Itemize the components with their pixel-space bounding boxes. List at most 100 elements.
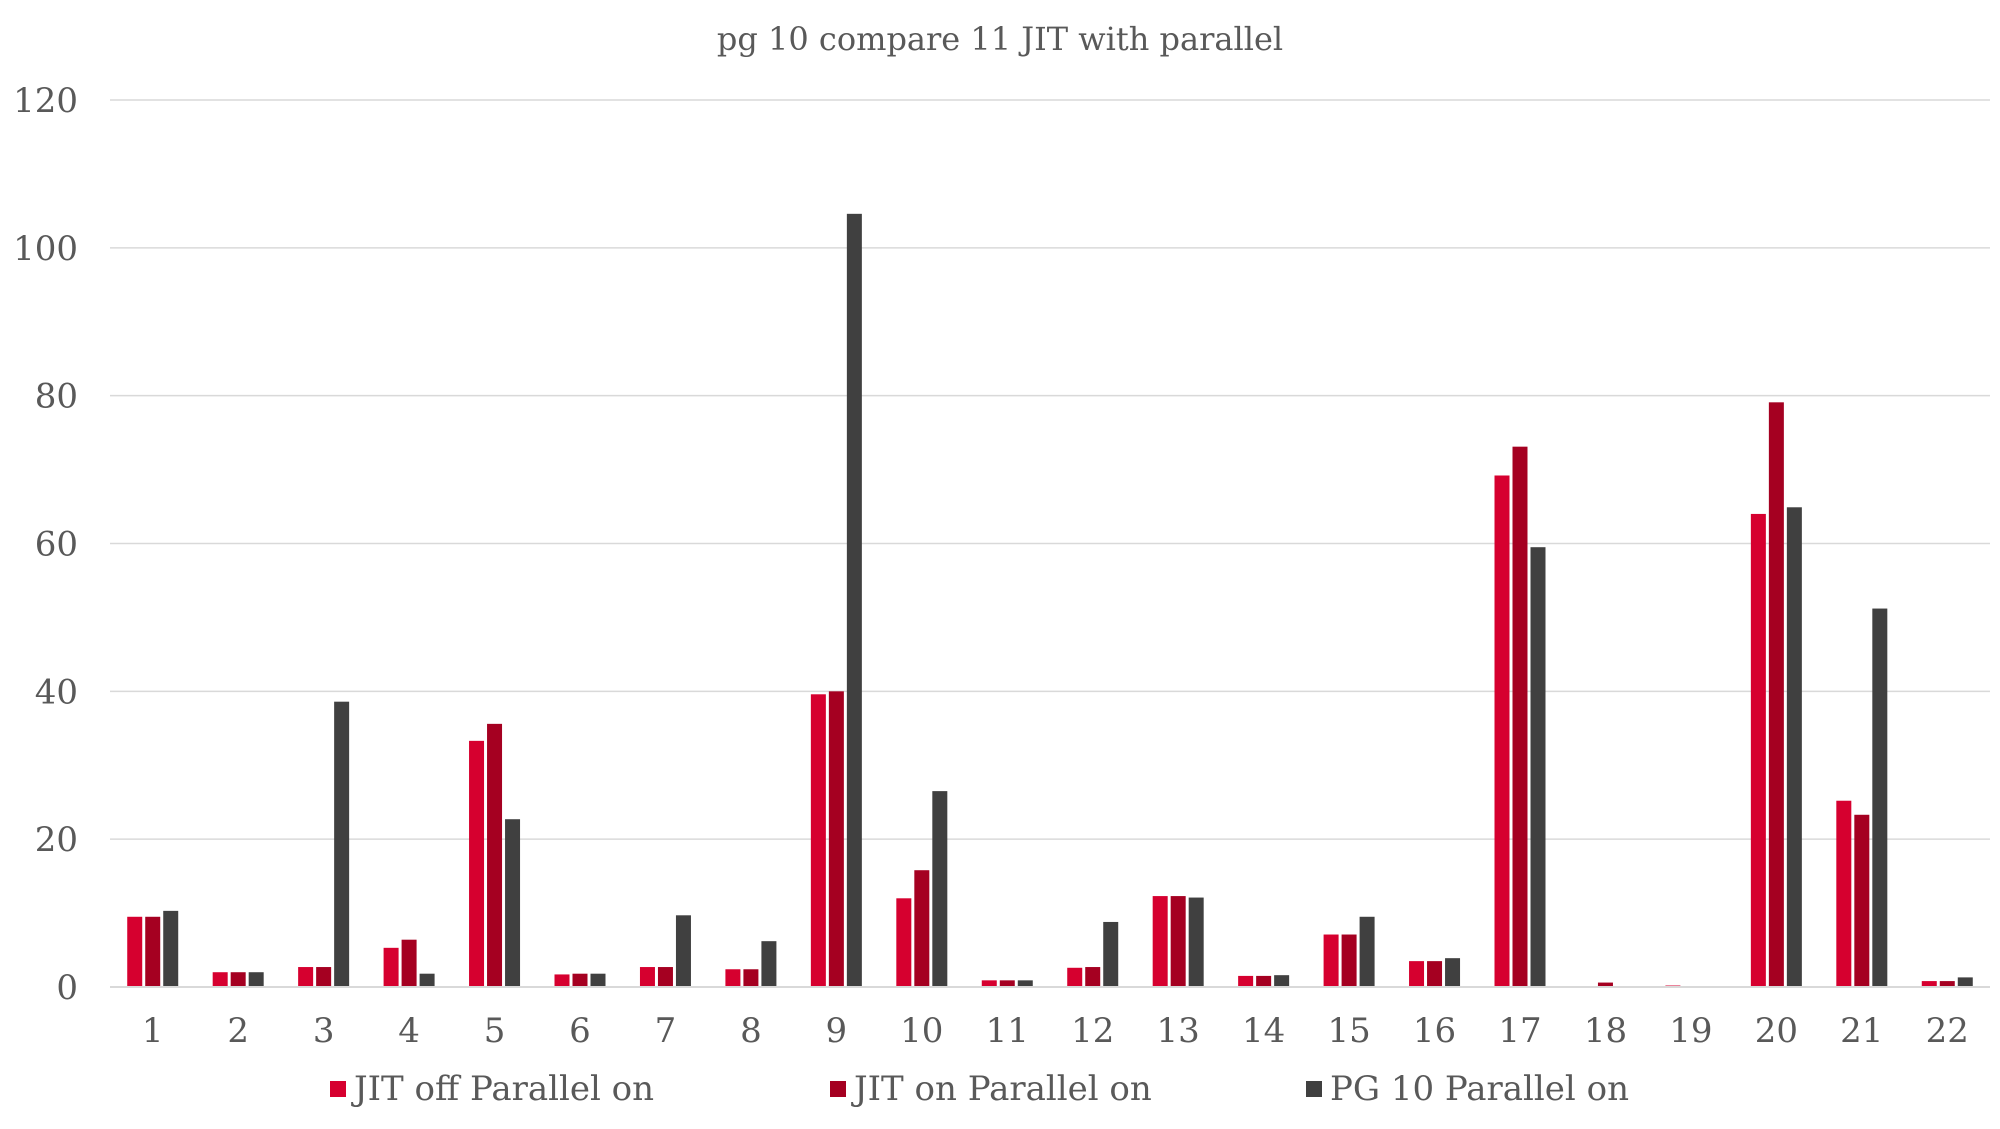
x-tick-label: 1: [142, 1011, 164, 1051]
x-tick-label: 3: [313, 1011, 335, 1051]
bar-pg-10-parallel-on-cat-20: [1786, 507, 1802, 987]
bar-jit-on-parallel-on-cat-12: [1085, 967, 1101, 987]
bar-jit-on-parallel-on-cat-13: [1170, 896, 1186, 987]
bar-jit-off-parallel-on-cat-16: [1409, 961, 1425, 987]
x-tick-label: 14: [1242, 1011, 1285, 1051]
bar-pg-10-parallel-on-cat-3: [334, 701, 350, 987]
x-tick-label: 20: [1755, 1011, 1798, 1051]
x-tick-label: 17: [1498, 1011, 1541, 1051]
bar-jit-on-parallel-on-cat-22: [1939, 981, 1955, 987]
bar-pg-10-parallel-on-cat-10: [932, 791, 948, 987]
bar-pg-10-parallel-on-cat-9: [846, 213, 862, 987]
bar-jit-on-parallel-on-cat-10: [914, 870, 930, 987]
bar-pg-10-parallel-on-cat-4: [419, 973, 435, 987]
x-axis-tick-labels: 1 2 3 4 5 6 7 8 9 10 11 12 13 14 15 16 17 18 19 20 21 22: [142, 1011, 1969, 1051]
y-tick-label: 60: [35, 525, 78, 565]
bar-jit-on-parallel-on-cat-15: [1341, 934, 1357, 987]
bar-jit-on-parallel-on-cat-8: [743, 969, 759, 987]
bar-jit-off-parallel-on-cat-10: [896, 898, 912, 987]
bar-pg-10-parallel-on-cat-21: [1872, 608, 1888, 987]
bar-jit-off-parallel-on-cat-9: [810, 694, 826, 987]
x-tick-label: 7: [655, 1011, 677, 1051]
bar-jit-off-parallel-on-cat-11: [981, 980, 997, 987]
y-tick-label: 0: [56, 968, 78, 1008]
bar-jit-off-parallel-on-cat-14: [1238, 975, 1254, 987]
bar-jit-off-parallel-on-cat-8: [725, 969, 741, 987]
bar-pg-10-parallel-on-cat-13: [1188, 897, 1204, 987]
legend-label: PG 10 Parallel on: [1330, 1069, 1629, 1109]
y-tick-label: 20: [35, 820, 78, 860]
bar-pg-10-parallel-on-cat-11: [1017, 980, 1033, 987]
bar-jit-off-parallel-on-cat-13: [1152, 896, 1168, 987]
bar-jit-on-parallel-on-cat-18: [1597, 982, 1613, 987]
bar-jit-off-parallel-on-cat-22: [1921, 981, 1937, 987]
bar-jit-off-parallel-on-cat-15: [1323, 934, 1339, 987]
y-tick-label: 100: [13, 229, 78, 269]
y-axis-tick-labels: 0 20 40 60 80 100 120: [13, 81, 78, 1008]
x-tick-label: 12: [1071, 1011, 1114, 1051]
bar-jit-off-parallel-on-cat-12: [1067, 967, 1083, 987]
bar-jit-off-parallel-on-cat-5: [469, 740, 485, 987]
bar-pg-10-parallel-on-cat-7: [675, 915, 691, 987]
bar-jit-on-parallel-on-cat-3: [316, 967, 332, 987]
x-tick-label: 2: [227, 1011, 249, 1051]
legend: JIT off Parallel on JIT on Parallel on PG …: [330, 1069, 1629, 1109]
bar-jit-off-parallel-on-cat-20: [1750, 513, 1766, 987]
y-tick-label: 40: [35, 672, 78, 712]
legend-label: JIT off Parallel on: [351, 1069, 654, 1109]
x-tick-label: 5: [484, 1011, 506, 1051]
bar-jit-off-parallel-on-cat-4: [383, 947, 399, 987]
x-tick-label: 19: [1669, 1011, 1712, 1051]
bar-jit-on-parallel-on-cat-14: [1256, 975, 1272, 987]
bar-jit-on-parallel-on-cat-6: [572, 973, 588, 987]
bars-layer: [127, 213, 1973, 987]
bar-jit-off-parallel-on-cat-21: [1836, 800, 1852, 987]
bar-jit-on-parallel-on-cat-1: [145, 916, 161, 987]
bar-jit-on-parallel-on-cat-9: [828, 691, 844, 987]
bar-pg-10-parallel-on-cat-5: [505, 819, 521, 987]
bar-pg-10-parallel-on-cat-2: [248, 972, 264, 987]
bar-pg-10-parallel-on-cat-16: [1445, 958, 1461, 987]
bar-jit-on-parallel-on-cat-21: [1854, 814, 1870, 987]
bar-pg-10-parallel-on-cat-12: [1103, 921, 1119, 987]
bar-jit-on-parallel-on-cat-11: [999, 980, 1015, 987]
bar-jit-on-parallel-on-cat-5: [487, 723, 503, 987]
bar-pg-10-parallel-on-cat-17: [1530, 547, 1546, 987]
x-tick-label: 16: [1413, 1011, 1456, 1051]
legend-label: JIT on Parallel on: [851, 1069, 1152, 1109]
bar-jit-on-parallel-on-cat-20: [1768, 402, 1784, 987]
x-tick-label: 11: [986, 1011, 1029, 1051]
grid-layer: [110, 99, 1990, 840]
x-tick-label: 6: [569, 1011, 591, 1051]
bar-jit-on-parallel-on-cat-7: [657, 967, 673, 987]
bar-jit-off-parallel-on-cat-3: [298, 967, 314, 987]
y-tick-label: 120: [13, 81, 78, 121]
bar-jit-off-parallel-on-cat-7: [639, 967, 655, 987]
bar-jit-on-parallel-on-cat-4: [401, 939, 417, 987]
bar-pg-10-parallel-on-cat-22: [1957, 977, 1973, 987]
bar-pg-10-parallel-on-cat-8: [761, 941, 777, 987]
x-tick-label: 13: [1157, 1011, 1200, 1051]
x-tick-label: 22: [1926, 1011, 1969, 1051]
x-tick-label: 8: [740, 1011, 762, 1051]
bar-jit-off-parallel-on-cat-1: [127, 916, 143, 987]
bar-jit-on-parallel-on-cat-16: [1427, 961, 1443, 987]
x-tick-label: 18: [1584, 1011, 1627, 1051]
bar-jit-off-parallel-on-cat-17: [1494, 475, 1510, 987]
y-tick-label: 80: [35, 377, 78, 417]
x-tick-label: 9: [826, 1011, 848, 1051]
x-tick-label: 15: [1327, 1011, 1370, 1051]
bar-pg-10-parallel-on-cat-6: [590, 973, 606, 987]
bar-jit-off-parallel-on-cat-6: [554, 974, 570, 987]
chart-title: pg 10 compare 11 JIT with parallel: [717, 20, 1283, 58]
bar-pg-10-parallel-on-cat-1: [163, 910, 179, 987]
x-tick-label: 10: [900, 1011, 943, 1051]
bar-jit-on-parallel-on-cat-17: [1512, 446, 1528, 987]
x-tick-label: 21: [1840, 1011, 1883, 1051]
bar-pg-10-parallel-on-cat-15: [1359, 916, 1375, 987]
bar-jit-off-parallel-on-cat-2: [212, 972, 228, 987]
legend-swatch-jit-on-parallel-on: [830, 1081, 846, 1097]
bar-jit-on-parallel-on-cat-2: [230, 972, 246, 987]
